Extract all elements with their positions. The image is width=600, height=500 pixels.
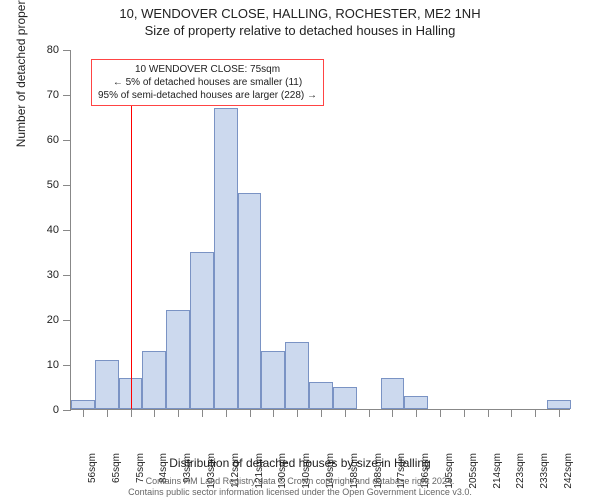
histogram-bar bbox=[190, 252, 214, 410]
x-tick bbox=[321, 409, 322, 417]
y-tick-label: 40 bbox=[31, 224, 59, 236]
x-tick bbox=[154, 409, 155, 417]
x-tick bbox=[464, 409, 465, 417]
x-tick bbox=[392, 409, 393, 417]
histogram-bar bbox=[238, 193, 262, 409]
y-tick bbox=[63, 365, 71, 366]
x-tick bbox=[83, 409, 84, 417]
x-tick bbox=[511, 409, 512, 417]
footer-line2: Contains public sector information licen… bbox=[128, 487, 472, 497]
y-tick-label: 70 bbox=[31, 89, 59, 101]
histogram-bar bbox=[285, 342, 309, 410]
x-tick bbox=[488, 409, 489, 417]
info-box-line1: 10 WENDOVER CLOSE: 75sqm bbox=[98, 63, 317, 76]
y-tick-label: 30 bbox=[31, 269, 59, 281]
footer-line1: Contains HM Land Registry data © Crown c… bbox=[146, 476, 455, 486]
x-tick bbox=[131, 409, 132, 417]
y-axis-label: Number of detached properties bbox=[14, 0, 28, 147]
y-tick bbox=[63, 50, 71, 51]
info-box-line2: ← 5% of detached houses are smaller (11) bbox=[98, 76, 317, 89]
y-tick bbox=[63, 95, 71, 96]
y-tick bbox=[63, 185, 71, 186]
x-tick bbox=[297, 409, 298, 417]
x-tick bbox=[226, 409, 227, 417]
x-tick bbox=[416, 409, 417, 417]
footer-attribution: Contains HM Land Registry data © Crown c… bbox=[0, 476, 600, 498]
chart-title-line2: Size of property relative to detached ho… bbox=[0, 23, 600, 38]
x-tick bbox=[369, 409, 370, 417]
histogram-bar bbox=[404, 396, 428, 410]
histogram-bar bbox=[71, 400, 95, 409]
y-tick-label: 20 bbox=[31, 314, 59, 326]
histogram-plot: 0102030405060708056sqm65sqm75sqm84sqm93s… bbox=[70, 50, 570, 410]
histogram-bar bbox=[95, 360, 119, 410]
x-tick bbox=[559, 409, 560, 417]
y-tick-label: 0 bbox=[31, 404, 59, 416]
histogram-bar bbox=[142, 351, 166, 410]
y-tick-label: 60 bbox=[31, 134, 59, 146]
x-tick bbox=[202, 409, 203, 417]
y-tick bbox=[63, 140, 71, 141]
chart-title-line1: 10, WENDOVER CLOSE, HALLING, ROCHESTER, … bbox=[0, 6, 600, 21]
y-tick-label: 50 bbox=[31, 179, 59, 191]
histogram-bar bbox=[309, 382, 333, 409]
histogram-bar bbox=[166, 310, 190, 409]
histogram-bar bbox=[261, 351, 285, 410]
reference-line bbox=[131, 85, 132, 409]
x-axis-label: Distribution of detached houses by size … bbox=[0, 456, 600, 470]
histogram-bar bbox=[381, 378, 405, 410]
x-tick bbox=[535, 409, 536, 417]
x-tick bbox=[440, 409, 441, 417]
info-box: 10 WENDOVER CLOSE: 75sqm← 5% of detached… bbox=[91, 59, 324, 106]
histogram-bar bbox=[333, 387, 357, 410]
histogram-bar bbox=[547, 400, 571, 409]
info-box-line3: 95% of semi-detached houses are larger (… bbox=[98, 89, 317, 102]
y-tick-label: 80 bbox=[31, 44, 59, 56]
histogram-bar bbox=[214, 108, 238, 410]
x-tick bbox=[178, 409, 179, 417]
y-tick bbox=[63, 275, 71, 276]
y-tick bbox=[63, 230, 71, 231]
x-tick bbox=[273, 409, 274, 417]
y-tick bbox=[63, 410, 71, 411]
y-tick bbox=[63, 320, 71, 321]
x-tick bbox=[107, 409, 108, 417]
x-tick bbox=[250, 409, 251, 417]
y-tick-label: 10 bbox=[31, 359, 59, 371]
x-tick bbox=[345, 409, 346, 417]
